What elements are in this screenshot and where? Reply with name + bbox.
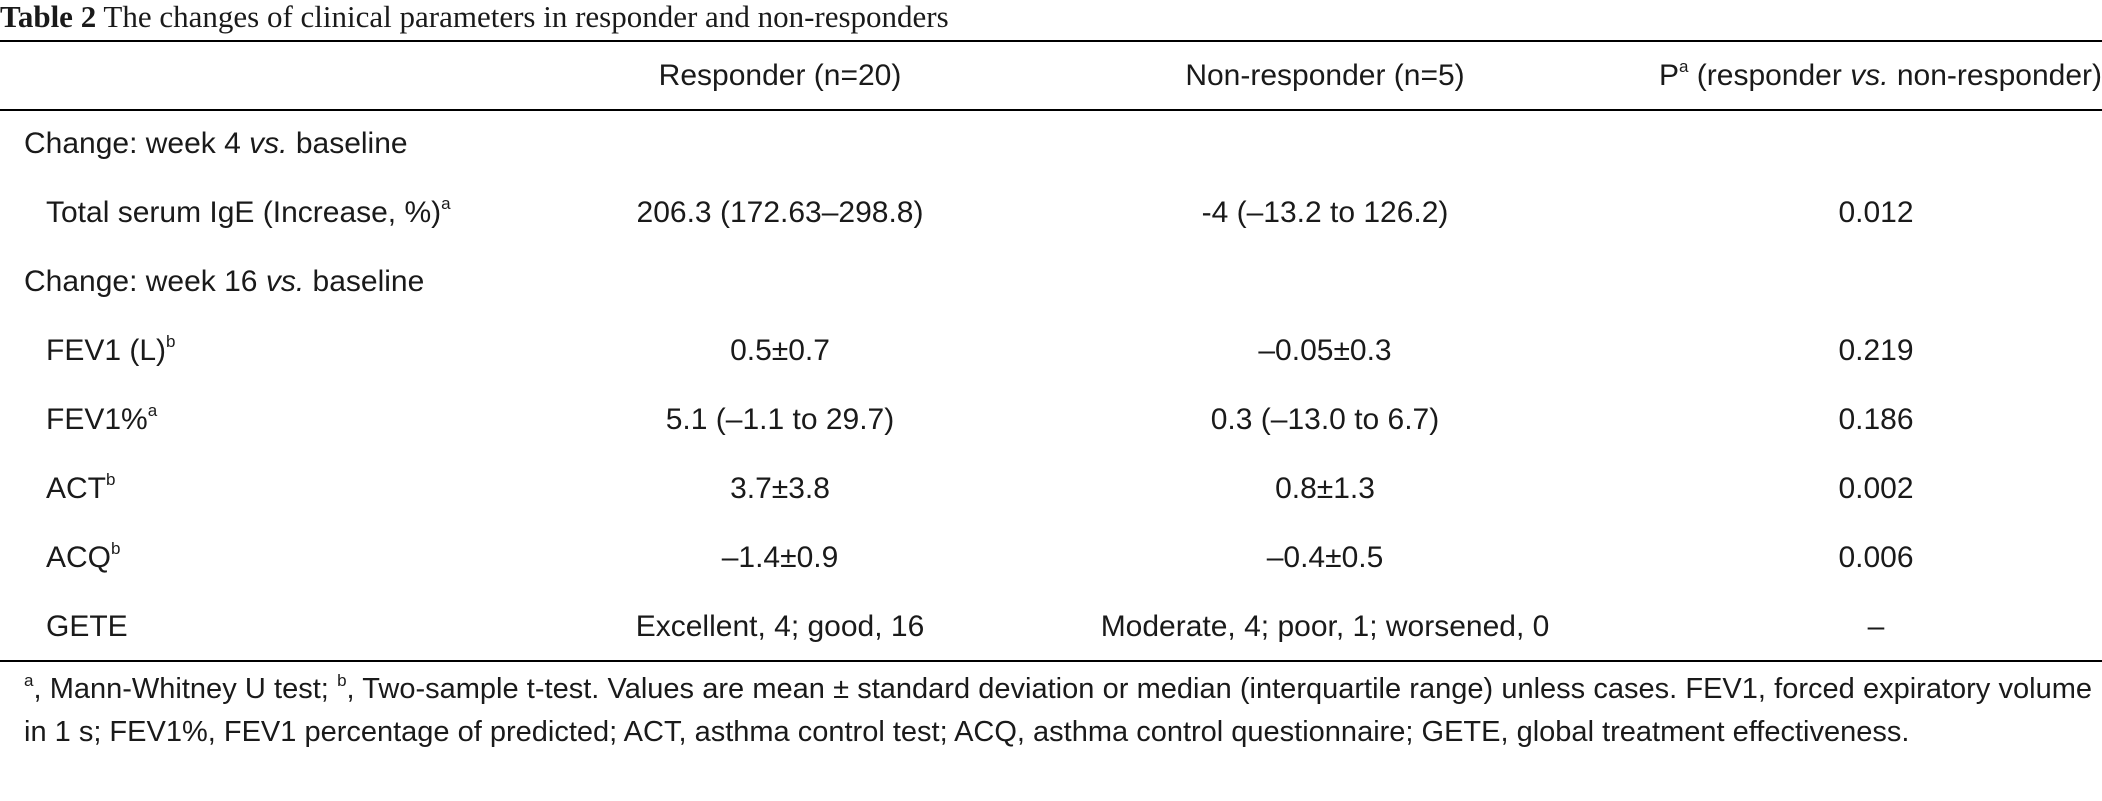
param-cell: ACTb <box>0 454 560 523</box>
p-value-cell: 0.002 <box>1838 471 1914 505</box>
responder-cell: –1.4±0.9 <box>721 540 839 574</box>
p-value-cell: 0.006 <box>1838 540 1914 574</box>
table-caption-title: The changes of clinical parameters in re… <box>103 0 949 34</box>
param-name: Total serum IgE (Increase, %) <box>46 195 442 229</box>
param-name: FEV1 (L) <box>46 333 167 367</box>
header-p-vs: vs. <box>1850 58 1889 92</box>
table-row: FEV1 (L)b 0.5±0.7 –0.05±0.3 0.219 <box>0 316 2102 385</box>
footnote-text-b: , Two-sample t-test. Values are mean ± s… <box>24 673 2092 748</box>
section-label-vs: vs. <box>249 126 288 160</box>
param-cell: FEV1 (L)b <box>0 316 560 385</box>
nonresponder-cell: 0.8±1.3 <box>1275 471 1375 505</box>
responder-cell: 206.3 (172.63–298.8) <box>636 195 924 229</box>
table-top-rule <box>0 40 2102 42</box>
p-value-cell: 0.012 <box>1838 195 1914 229</box>
section-label-post: baseline <box>304 264 425 298</box>
header-parameter <box>0 42 560 109</box>
param-sup: b <box>166 331 176 351</box>
clinical-parameters-table: Responder (n=20) Non-responder (n=5) Pa … <box>0 42 2102 661</box>
table-caption: Table 2 The changes of clinical paramete… <box>0 0 949 40</box>
param-cell: ACQb <box>0 523 560 592</box>
footnote-sup-b: b <box>337 671 347 690</box>
nonresponder-cell: -4 (–13.2 to 126.2) <box>1201 195 1449 229</box>
param-sup: a <box>441 193 451 213</box>
responder-cell: 5.1 (–1.1 to 29.7) <box>665 402 895 436</box>
table-body: Change: week 4 vs. baseline Total serum … <box>0 109 2102 661</box>
section-row-week16: Change: week 16 vs. baseline <box>0 247 2102 316</box>
header-responder: Responder (n=20) <box>658 58 902 92</box>
table-footnote: a, Mann-Whitney U test; b, Two-sample t-… <box>24 668 2092 754</box>
table-caption-label: Table 2 <box>0 0 97 34</box>
header-nonresponder: Non-responder (n=5) <box>1185 58 1465 92</box>
param-sup: b <box>111 538 121 558</box>
param-name: GETE <box>46 609 128 643</box>
param-cell: FEV1%a <box>0 385 560 454</box>
param-name: FEV1% <box>46 402 148 436</box>
section-row-week4: Change: week 4 vs. baseline <box>0 109 2102 178</box>
section-label-week4: Change: week 4 vs. baseline <box>0 109 2102 178</box>
table-header: Responder (n=20) Non-responder (n=5) Pa … <box>0 42 2102 109</box>
param-sup: b <box>106 469 116 489</box>
responder-cell: 3.7±3.8 <box>730 471 830 505</box>
param-cell: Total serum IgE (Increase, %)a <box>0 178 560 247</box>
header-p-close: non-responder) <box>1888 58 2102 92</box>
table-row: GETE Excellent, 4; good, 16 Moderate, 4;… <box>0 592 2102 661</box>
p-value-cell: – <box>1867 609 1885 643</box>
header-p-value: Pa (responder vs. non-responder) <box>1650 42 2102 109</box>
table-header-row: Responder (n=20) Non-responder (n=5) Pa … <box>0 42 2102 109</box>
footnote-text-a: , Mann-Whitney U test; <box>33 673 338 705</box>
table-header-rule <box>0 109 2102 111</box>
p-value-cell: 0.219 <box>1838 333 1914 367</box>
footnote-sup-a: a <box>24 671 34 690</box>
param-sup: a <box>147 400 158 420</box>
table-row: FEV1%a 5.1 (–1.1 to 29.7) 0.3 (–13.0 to … <box>0 385 2102 454</box>
section-label-pre: Change: week 16 <box>24 264 266 298</box>
responder-cell: 0.5±0.7 <box>730 333 830 367</box>
header-p-prefix: P <box>1658 58 1679 92</box>
section-label-week16: Change: week 16 vs. baseline <box>0 247 2102 316</box>
header-p-sup: a <box>1678 56 1689 76</box>
table-row: Total serum IgE (Increase, %)a 206.3 (17… <box>0 178 2102 247</box>
param-name: ACT <box>46 471 106 505</box>
nonresponder-cell: 0.3 (–13.0 to 6.7) <box>1210 402 1440 436</box>
nonresponder-cell: –0.4±0.5 <box>1266 540 1384 574</box>
nonresponder-cell: –0.05±0.3 <box>1258 333 1392 367</box>
param-name: ACQ <box>46 540 112 574</box>
table-row: ACTb 3.7±3.8 0.8±1.3 0.002 <box>0 454 2102 523</box>
table-bottom-rule <box>0 660 2102 662</box>
section-label-vs: vs. <box>265 264 305 298</box>
nonresponder-cell: Moderate, 4; poor, 1; worsened, 0 <box>1100 609 1550 643</box>
p-value-cell: 0.186 <box>1838 402 1914 436</box>
table-row: ACQb –1.4±0.9 –0.4±0.5 0.006 <box>0 523 2102 592</box>
section-label-pre: Change: week 4 <box>24 126 250 160</box>
responder-cell: Excellent, 4; good, 16 <box>635 609 925 643</box>
section-label-post: baseline <box>287 126 408 160</box>
header-p-open: (responder <box>1688 58 1851 92</box>
param-cell: GETE <box>0 592 560 661</box>
